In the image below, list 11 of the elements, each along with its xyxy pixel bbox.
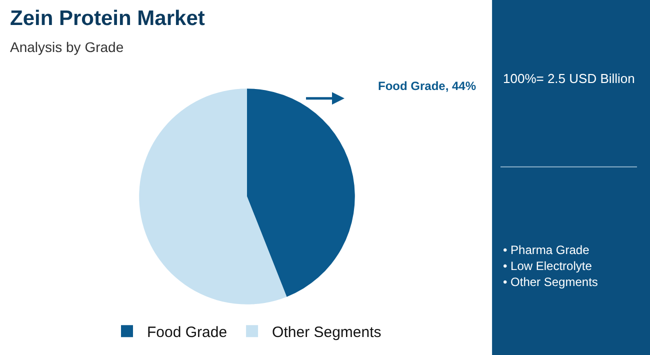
- data-label: Food Grade, 44%: [378, 79, 476, 93]
- text: 100%= 2.5 USD Billion: [503, 71, 635, 86]
- chart-title: Zein Protein Market: [10, 7, 205, 30]
- legend-label: Food Grade: [147, 324, 228, 341]
- text: • Other Segments: [503, 275, 598, 289]
- pie-slice: [139, 88, 287, 304]
- text: • Pharma Grade: [503, 243, 590, 257]
- pie-slice: [247, 88, 355, 297]
- text: • Low Electrolyte: [503, 259, 592, 273]
- chart-subtitle: Analysis by Grade: [10, 39, 124, 55]
- legend-label: Other Segments: [272, 324, 382, 341]
